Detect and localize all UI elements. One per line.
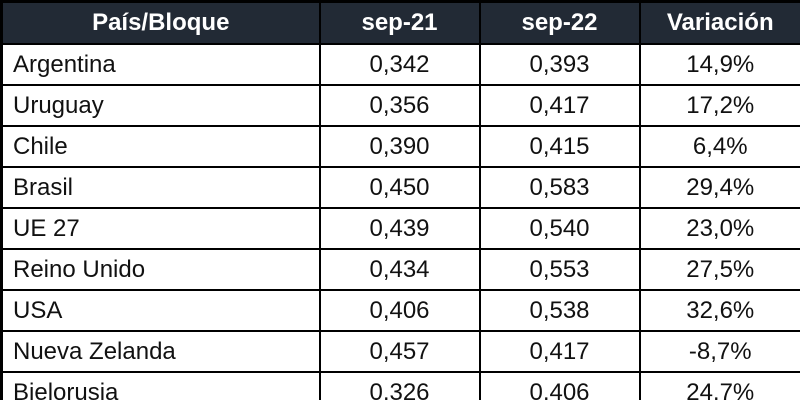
- value-cell: 0,553: [478, 248, 641, 291]
- table-row: Nueva Zelanda 0,457 0,417 -8,7%: [0, 330, 800, 373]
- value-cell: 6,4%: [638, 125, 800, 168]
- column-header-sep-21: sep-21: [318, 0, 481, 45]
- table-row: UE 27 0,439 0,540 23,0%: [0, 207, 800, 250]
- value-cell: 0,393: [478, 43, 641, 86]
- value-cell: 23,0%: [638, 207, 800, 250]
- header-row: País/Bloque sep-21 sep-22 Variación: [0, 0, 800, 45]
- value-cell: 0,583: [478, 166, 641, 209]
- value-cell: 0,406: [318, 289, 481, 332]
- value-cell: 32,6%: [638, 289, 800, 332]
- value-cell: 0,450: [318, 166, 481, 209]
- table-row: Argentina 0,342 0,393 14,9%: [0, 43, 800, 86]
- table-row: Bielorusia 0,326 0,406 24,7%: [0, 371, 800, 400]
- column-header-pais-bloque: País/Bloque: [0, 0, 321, 45]
- value-cell: 29,4%: [638, 166, 800, 209]
- country-cell: USA: [0, 289, 321, 332]
- value-cell: 0,415: [478, 125, 641, 168]
- table-row: Uruguay 0,356 0,417 17,2%: [0, 84, 800, 127]
- value-cell: 0,390: [318, 125, 481, 168]
- country-cell: Argentina: [0, 43, 321, 86]
- value-cell: 0,326: [318, 371, 481, 400]
- table-body: Argentina 0,342 0,393 14,9% Uruguay 0,356 0,41…: [0, 43, 800, 400]
- value-cell: 24,7%: [638, 371, 800, 400]
- country-cell: Reino Unido: [0, 248, 321, 291]
- value-cell: 0,439: [318, 207, 481, 250]
- country-cell: Nueva Zelanda: [0, 330, 321, 373]
- country-cell: Chile: [0, 125, 321, 168]
- value-cell: -8,7%: [638, 330, 800, 373]
- value-cell: 0,457: [318, 330, 481, 373]
- country-cell: Brasil: [0, 166, 321, 209]
- value-cell: 0,434: [318, 248, 481, 291]
- table-row: Brasil 0,450 0,583 29,4%: [0, 166, 800, 209]
- table-row: Chile 0,390 0,415 6,4%: [0, 125, 800, 168]
- country-cell: Uruguay: [0, 84, 321, 127]
- value-cell: 0,538: [478, 289, 641, 332]
- table-header: País/Bloque sep-21 sep-22 Variación: [0, 0, 800, 45]
- country-cell: Bielorusia: [0, 371, 321, 400]
- value-cell: 0,417: [478, 84, 641, 127]
- table-row: USA 0,406 0,538 32,6%: [0, 289, 800, 332]
- country-cell: UE 27: [0, 207, 321, 250]
- table-row: Reino Unido 0,434 0,553 27,5%: [0, 248, 800, 291]
- column-header-sep-22: sep-22: [478, 0, 641, 45]
- value-cell: 0,342: [318, 43, 481, 86]
- value-cell: 17,2%: [638, 84, 800, 127]
- value-cell: 14,9%: [638, 43, 800, 86]
- value-cell: 27,5%: [638, 248, 800, 291]
- value-cell: 0,406: [478, 371, 641, 400]
- value-cell: 0,540: [478, 207, 641, 250]
- column-header-variacion: Variación: [638, 0, 800, 45]
- value-cell: 0,417: [478, 330, 641, 373]
- value-cell: 0,356: [318, 84, 481, 127]
